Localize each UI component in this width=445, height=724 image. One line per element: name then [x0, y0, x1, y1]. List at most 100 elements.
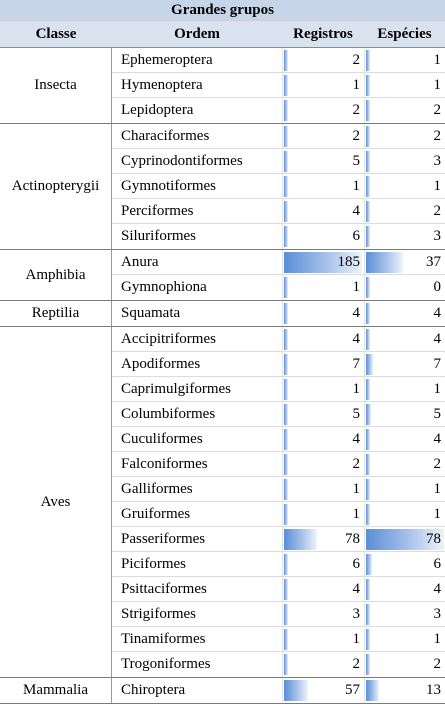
- header-classe: Classe: [35, 26, 77, 42]
- order-name: Columbiformes: [121, 406, 216, 422]
- registros-value: 4: [352, 203, 361, 219]
- table-row: Falconiformes 2 2: [112, 452, 445, 477]
- registros-value: 78: [345, 531, 360, 547]
- registros-cell: 1: [282, 73, 364, 98]
- especies-value: 4: [433, 305, 442, 321]
- registros-cell: 1: [282, 502, 364, 527]
- table-row: Columbiformes 5 5: [112, 402, 445, 427]
- registros-cell: 5: [282, 402, 364, 427]
- registros-data-bar: [284, 50, 288, 71]
- registros-cell: 57: [282, 678, 364, 703]
- table-row: Characiformes 2 2: [112, 124, 445, 149]
- table-row: Accipitriformes 4 4: [112, 327, 445, 352]
- registros-cell: 2: [282, 452, 364, 477]
- class-group: Aves Accipitriformes 4 4 Apodiformes 7 7 Caprim…: [0, 327, 445, 678]
- registros-value: 1: [352, 506, 361, 522]
- especies-value: 3: [433, 606, 442, 622]
- especies-cell: 78: [364, 527, 445, 552]
- especies-cell: 3: [364, 149, 445, 174]
- table-row: Ephemeroptera 2 1: [112, 48, 445, 73]
- especies-value: 1: [433, 77, 442, 93]
- table-row: Gymnotiformes 1 1: [112, 174, 445, 199]
- especies-value: 2: [433, 656, 442, 672]
- registros-cell: 4: [282, 577, 364, 602]
- especies-cell: 1: [364, 502, 445, 527]
- registros-data-bar: [284, 226, 288, 247]
- order-name: Anura: [121, 254, 159, 270]
- order-name: Perciformes: [121, 203, 194, 219]
- registros-cell: 4: [282, 199, 364, 224]
- registros-data-bar: [284, 151, 288, 172]
- especies-cell: 1: [364, 377, 445, 402]
- registros-value: 185: [337, 254, 361, 270]
- especies-cell: 2: [364, 652, 445, 677]
- header-registros: Registros: [293, 26, 353, 42]
- table-row: Cyprinodontiformes 5 3: [112, 149, 445, 174]
- class-label: Reptilia: [0, 301, 112, 326]
- registros-data-bar: [284, 429, 288, 450]
- especies-cell: 6: [364, 552, 445, 577]
- especies-cell: 1: [364, 477, 445, 502]
- especies-cell: 2: [364, 199, 445, 224]
- order-rows: Accipitriformes 4 4 Apodiformes 7 7 Caprimulgi…: [112, 327, 445, 677]
- registros-data-bar: [284, 654, 288, 675]
- registros-value: 1: [352, 279, 361, 295]
- especies-data-bar: [366, 429, 370, 450]
- registros-data-bar: [284, 454, 288, 475]
- registros-value: 1: [352, 381, 361, 397]
- order-name: Trogoniformes: [121, 656, 211, 672]
- especies-data-bar: [366, 554, 372, 575]
- registros-data-bar: [284, 379, 288, 400]
- registros-cell: 185: [282, 250, 364, 275]
- class-label: Amphibia: [0, 250, 112, 300]
- order-name: Falconiformes: [121, 456, 208, 472]
- especies-value: 1: [433, 178, 442, 194]
- registros-cell: 78: [282, 527, 364, 552]
- table-row: Perciformes 4 2: [112, 199, 445, 224]
- order-name: Siluriformes: [121, 228, 196, 244]
- especies-cell: 4: [364, 327, 445, 352]
- order-name: Accipitriformes: [121, 331, 216, 347]
- especies-data-bar: [366, 126, 370, 147]
- registros-data-bar: [284, 529, 317, 550]
- order-name: Squamata: [121, 305, 181, 321]
- registros-value: 2: [352, 52, 361, 68]
- table-row: Gruiformes 1 1: [112, 502, 445, 527]
- registros-cell: 6: [282, 224, 364, 249]
- registros-data-bar: [284, 75, 288, 96]
- order-rows: Anura 185 37 Gymnophiona 1 0: [112, 250, 445, 300]
- registros-data-bar: [284, 252, 362, 273]
- order-name: Tinamiformes: [121, 631, 206, 647]
- registros-cell: 1: [282, 174, 364, 199]
- table-row: Strigiformes 3 3: [112, 602, 445, 627]
- order-name: Strigiformes: [121, 606, 196, 622]
- registros-cell: 2: [282, 652, 364, 677]
- especies-data-bar: [366, 151, 370, 172]
- especies-data-bar: [366, 75, 370, 96]
- especies-data-bar: [366, 329, 370, 350]
- class-group: Actinopterygii Characiformes 2 2 Cyprinodont…: [0, 124, 445, 250]
- table-row: Apodiformes 7 7: [112, 352, 445, 377]
- especies-cell: 4: [364, 427, 445, 452]
- class-label: Insecta: [0, 48, 112, 123]
- especies-value: 5: [433, 406, 442, 422]
- table-row: Chiroptera 57 13: [112, 678, 445, 703]
- registros-value: 3: [352, 606, 361, 622]
- order-name: Caprimulgiformes: [121, 381, 231, 397]
- especies-value: 4: [433, 431, 442, 447]
- table-row: Hymenoptera 1 1: [112, 73, 445, 98]
- especies-data-bar: [366, 252, 403, 273]
- registros-value: 2: [352, 456, 361, 472]
- order-name: Cyprinodontiformes: [121, 153, 243, 169]
- especies-cell: 1: [364, 73, 445, 98]
- especies-cell: 4: [364, 577, 445, 602]
- especies-value: 4: [433, 331, 442, 347]
- registros-value: 1: [352, 178, 361, 194]
- especies-data-bar: [366, 201, 370, 222]
- header-row: Classe Ordem Registros Espécies: [0, 21, 445, 48]
- registros-data-bar: [284, 201, 288, 222]
- order-name: Apodiformes: [121, 356, 201, 372]
- especies-value: 78: [426, 531, 441, 547]
- table-row: Tinamiformes 1 1: [112, 627, 445, 652]
- especies-cell: 13: [364, 678, 445, 703]
